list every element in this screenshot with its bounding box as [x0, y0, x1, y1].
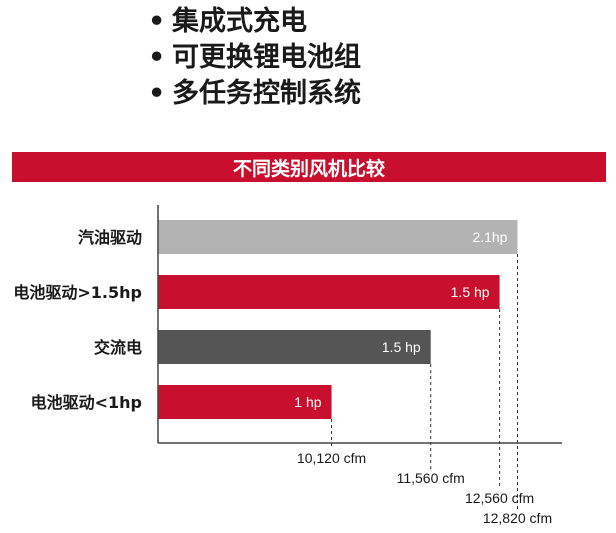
feature-list: • 集成式充电 • 可更换锂电池组 • 多任务控制系统 [148, 4, 361, 112]
value-label: 11,560 cfm [397, 470, 465, 486]
bar-2 [158, 330, 431, 364]
bullet-dot-icon: • [148, 42, 166, 73]
bar-0 [158, 220, 518, 254]
category-label: 交流电 [94, 338, 142, 357]
category-label: 汽油驱动 [78, 228, 142, 247]
bullet-dot-icon: • [148, 78, 166, 109]
feature-item: • 集成式充电 [148, 4, 361, 40]
bar-label: 1.5 hp [451, 284, 490, 300]
bar-label: 1 hp [294, 394, 321, 410]
bullet-dot-icon: • [148, 6, 166, 37]
bar-label: 1.5 hp [382, 339, 421, 355]
value-label: 10,120 cfm [297, 450, 366, 466]
feature-text: 可更换锂电池组 [172, 42, 361, 73]
value-label: 12,560 cfm [465, 490, 534, 506]
feature-text: 集成式充电 [172, 6, 307, 37]
bar-1 [158, 275, 500, 309]
comparison-bar-chart: 汽油驱动 2.1hp 12,820 cfm 电池驱动>1.5hp 1.5 hp 12,56… [13, 205, 562, 526]
feature-item: • 可更换锂电池组 [148, 40, 361, 76]
category-label: 电池驱动>1.5hp [13, 283, 142, 302]
chart-title: 不同类别风机比较 [12, 152, 606, 182]
feature-text: 多任务控制系统 [172, 78, 361, 109]
bar-3 [158, 385, 332, 419]
bar-label: 2.1hp [472, 229, 507, 245]
category-label: 电池驱动<1hp [31, 393, 142, 412]
value-label: 12,820 cfm [483, 510, 552, 526]
feature-item: • 多任务控制系统 [148, 76, 361, 112]
